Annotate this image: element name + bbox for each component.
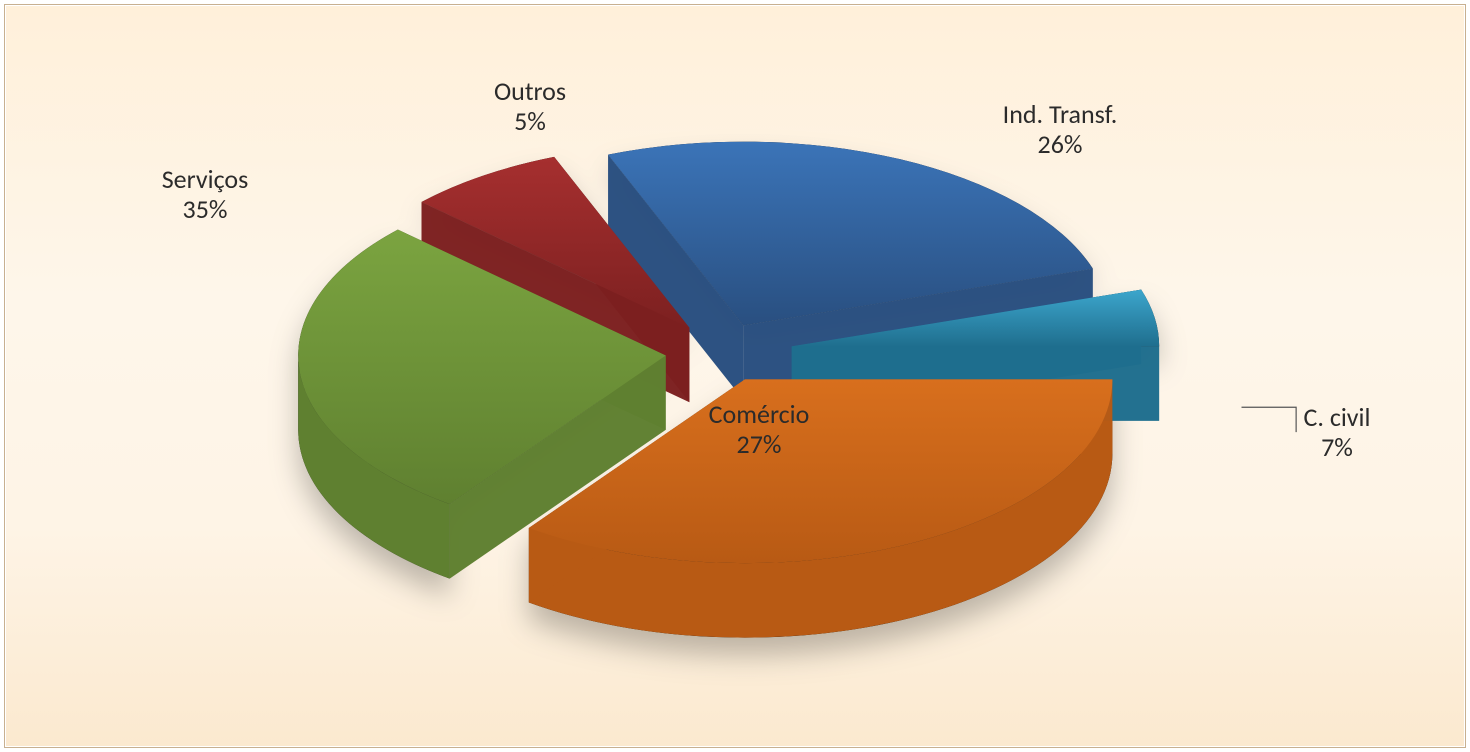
leader-ccivil [1242, 407, 1297, 432]
label-ind: Ind. Transf.26% [1003, 100, 1118, 160]
label-pct: 5% [494, 107, 566, 137]
label-name: Outros [494, 77, 566, 107]
label-servicos: Serviços35% [162, 165, 249, 225]
label-name: Comércio [709, 400, 810, 430]
label-pct: 27% [709, 430, 810, 460]
pie-chart [5, 5, 1465, 752]
label-outros: Outros5% [494, 77, 566, 137]
label-pct: 7% [1304, 433, 1371, 463]
label-name: C. civil [1304, 403, 1371, 433]
chart-frame: Outros5% Ind. Transf.26% Serviços35% Comérc… [4, 4, 1466, 748]
label-pct: 35% [162, 195, 249, 225]
label-comercio: Comércio27% [709, 400, 810, 460]
label-name: Serviços [162, 165, 249, 195]
label-pct: 26% [1003, 130, 1118, 160]
label-name: Ind. Transf. [1003, 100, 1118, 130]
label-ccivil: C. civil7% [1304, 403, 1371, 463]
